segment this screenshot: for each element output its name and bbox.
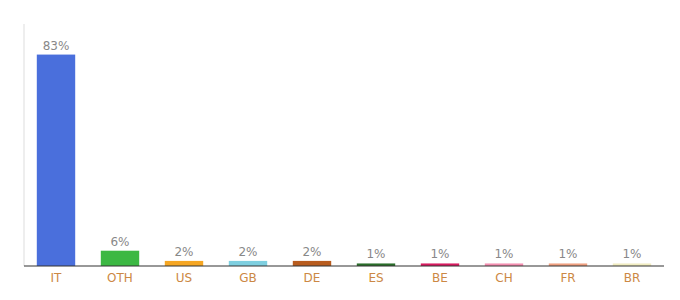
x-tick-label: CH xyxy=(495,271,512,285)
x-tick-label: DE xyxy=(304,271,321,285)
x-tick-label: US xyxy=(176,271,192,285)
data-label: 1% xyxy=(494,247,513,261)
bars xyxy=(37,55,651,266)
data-label: 1% xyxy=(366,247,385,261)
x-tick-label: FR xyxy=(560,271,575,285)
data-label: 6% xyxy=(110,235,129,249)
y-axis-line xyxy=(24,24,25,266)
x-tick-label: BE xyxy=(432,271,448,285)
bar xyxy=(165,261,203,266)
chart: IT OTH US GB DE ES BE CH FR BR 83% 6% 2% 2% 2% 1% 1% 1% 1%… xyxy=(0,0,680,300)
data-label: 1% xyxy=(430,247,449,261)
data-label: 1% xyxy=(558,247,577,261)
bar xyxy=(293,261,331,266)
bar xyxy=(101,251,139,266)
x-axis-line xyxy=(24,265,664,266)
data-label: 83% xyxy=(43,39,70,53)
data-label: 2% xyxy=(238,245,257,259)
data-label: 1% xyxy=(622,247,641,261)
x-tick-label: BR xyxy=(624,271,641,285)
bar xyxy=(229,261,267,266)
data-label: 2% xyxy=(302,245,321,259)
chart-container: IT OTH US GB DE ES BE CH FR BR 83% 6% 2% 2% 2% 1% 1% 1% 1%… xyxy=(0,0,680,300)
x-tick-label: GB xyxy=(239,271,257,285)
x-tick-label: IT xyxy=(51,271,63,285)
x-tick-label: ES xyxy=(368,271,383,285)
bar xyxy=(37,55,75,266)
data-label: 2% xyxy=(174,245,193,259)
x-tick-label: OTH xyxy=(107,271,133,285)
